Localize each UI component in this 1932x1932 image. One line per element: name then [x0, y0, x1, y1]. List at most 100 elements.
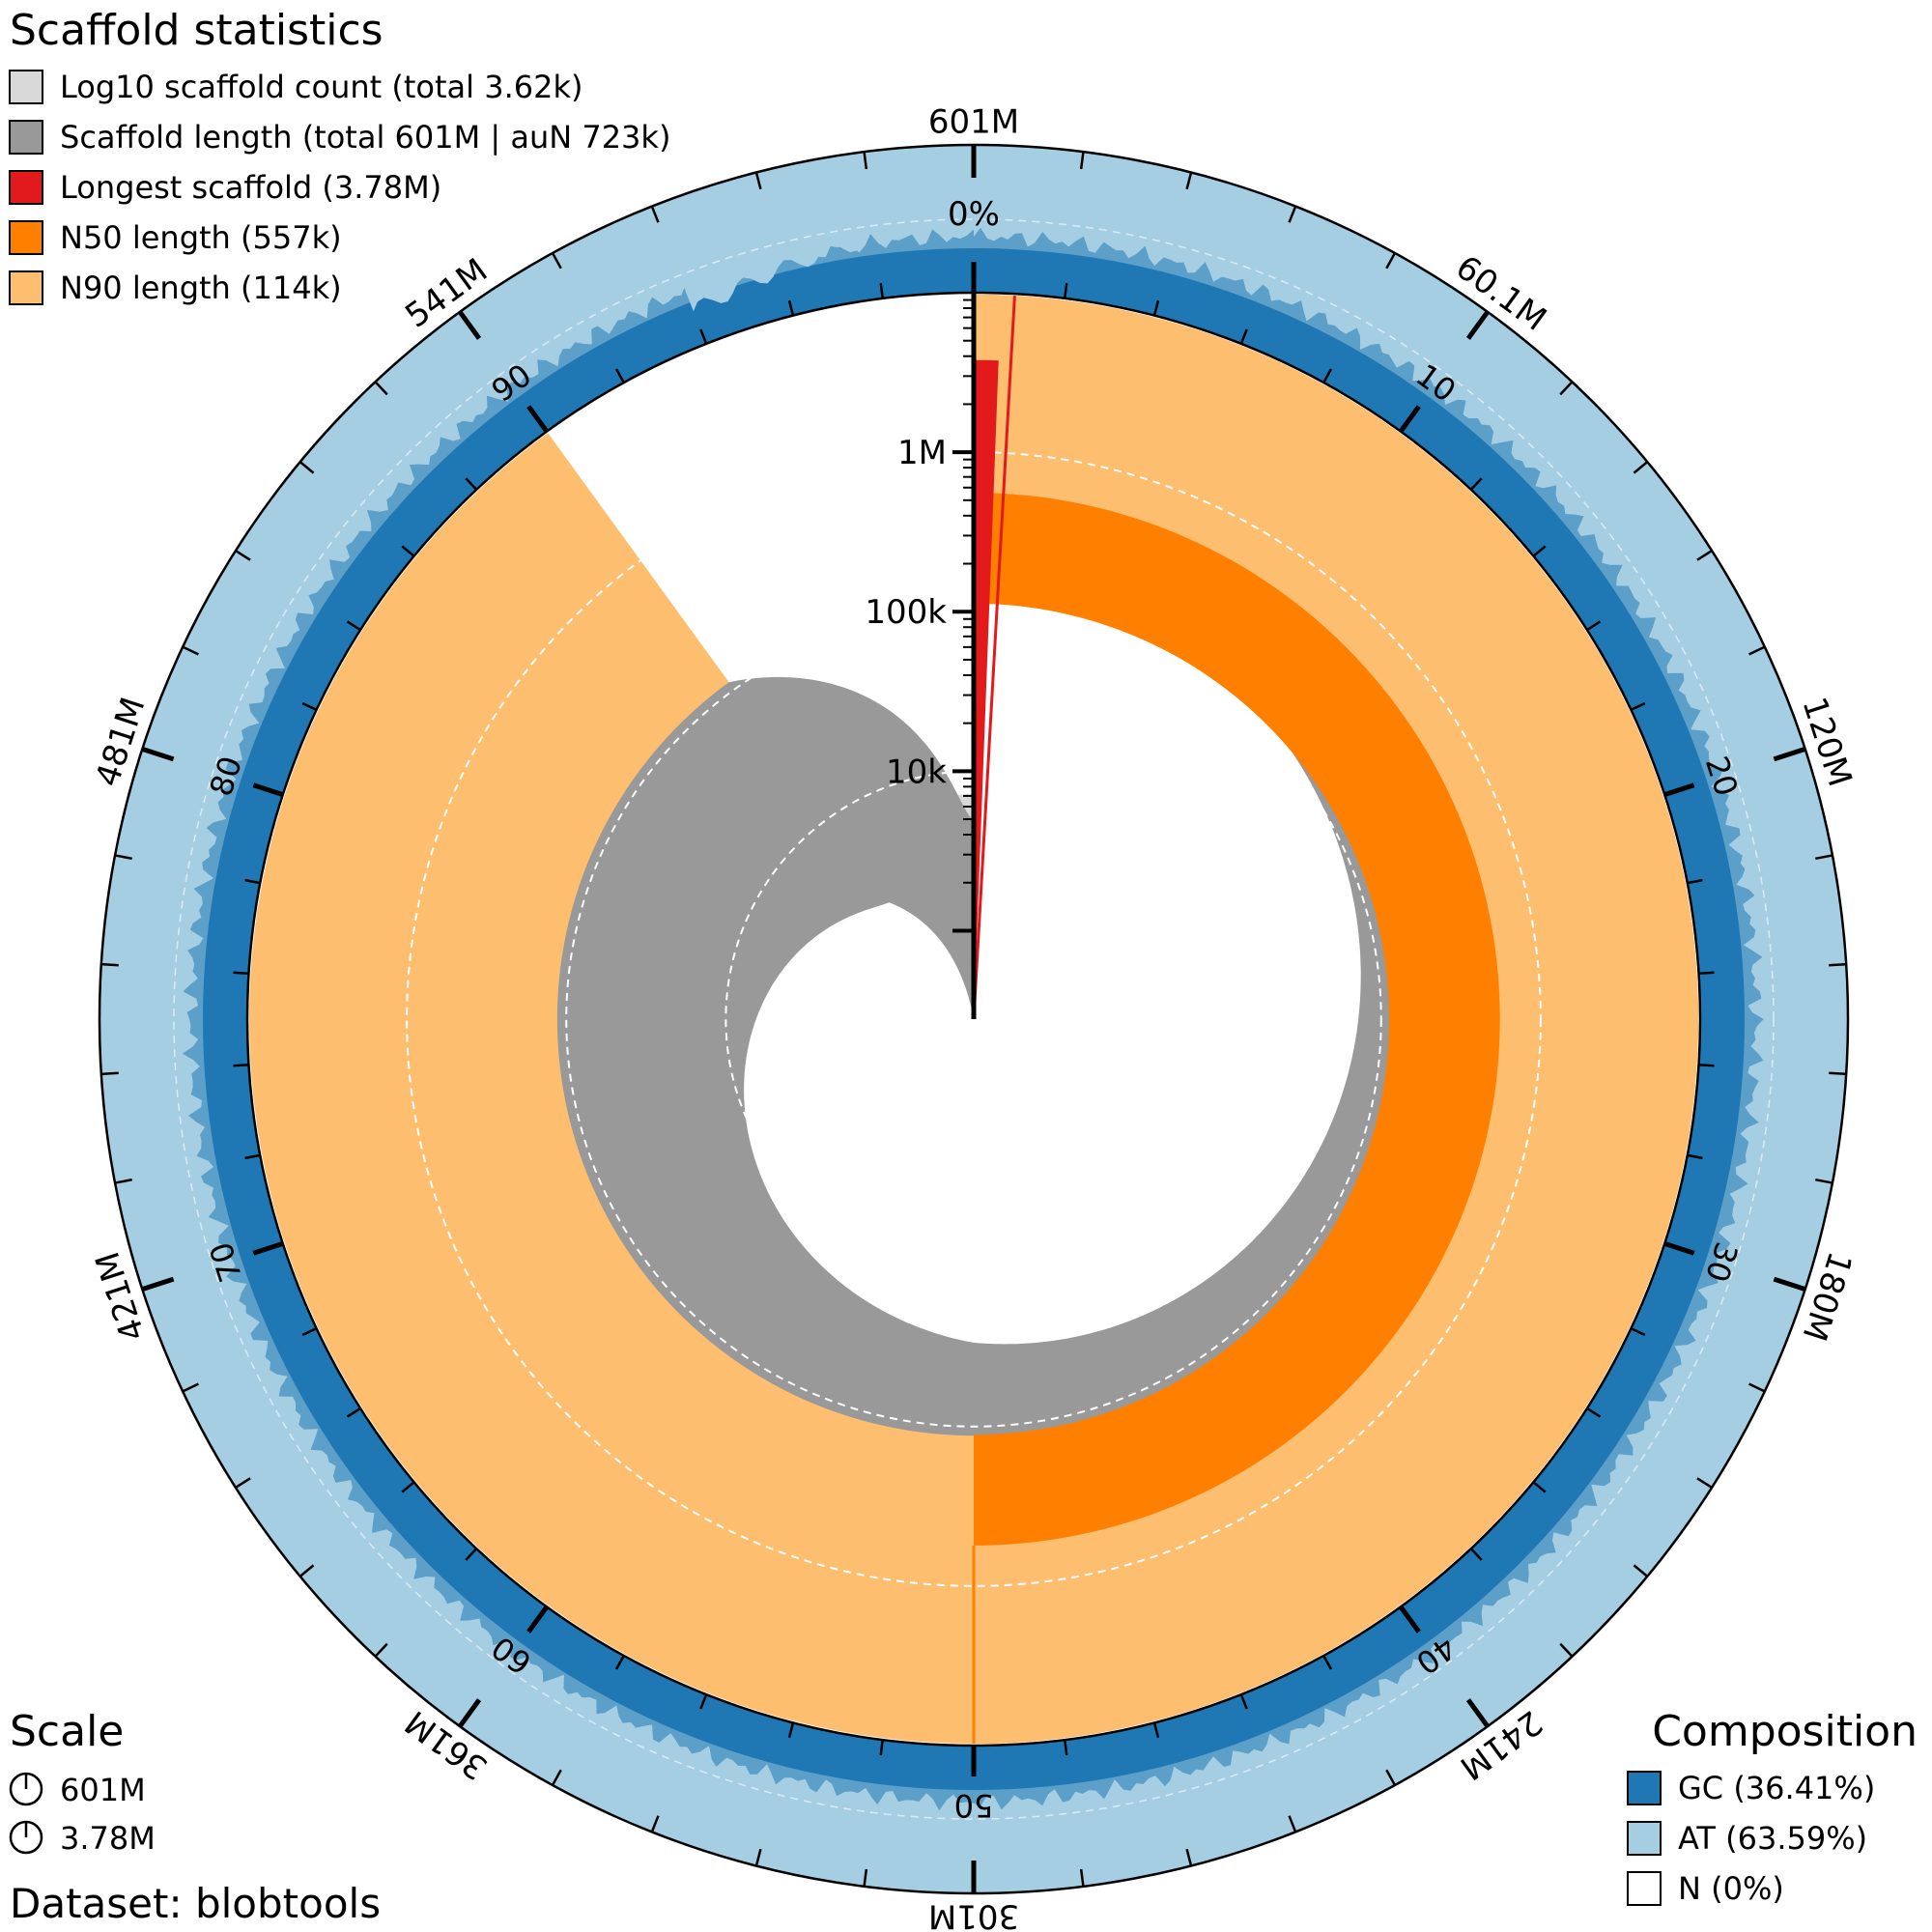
outer-tick: [551, 252, 562, 270]
stats-legend: Scaffold statistics Log10 scaffold count…: [9, 6, 670, 306]
outer-tick: [1385, 252, 1397, 270]
outer-tick: [182, 645, 199, 656]
outer-tick: [1633, 461, 1649, 474]
outer-tick: [1815, 1178, 1833, 1184]
outer-tick: [1829, 1071, 1847, 1076]
outer-tick: [863, 151, 868, 170]
inner-tick: [1152, 1722, 1160, 1739]
outer-tick: [298, 1564, 315, 1577]
scale-title: Scale: [10, 1707, 124, 1756]
legend-title: Scaffold statistics: [10, 6, 384, 55]
legend-swatch: [9, 120, 43, 155]
outer-tick: [1288, 206, 1297, 223]
inner-tick: [526, 1605, 550, 1634]
outer-tick: [1185, 172, 1193, 190]
inner-tick: [244, 878, 261, 885]
longest-wedge: [974, 359, 999, 1020]
inner-tick: [252, 1241, 284, 1256]
inner-tick: [401, 1481, 415, 1493]
inner-tick: [1532, 1481, 1547, 1493]
inner-tick: [465, 477, 478, 491]
composition-label: N (0%): [1678, 1870, 1784, 1907]
composition-swatch: [1627, 1821, 1662, 1856]
legend-items: Log10 scaffold count (total 3.62k) Scaffo…: [9, 69, 670, 306]
composition-tip: [679, 213, 974, 312]
composition-swatch: [1627, 1771, 1662, 1805]
outer-tick: [141, 1276, 175, 1293]
inner-tick: [465, 1548, 478, 1561]
longest-line: [972, 296, 1016, 1020]
inner-tick: [879, 1739, 884, 1756]
legend-swatch: [9, 70, 43, 104]
inner-tick: [401, 545, 415, 557]
outer-tick: [458, 1698, 482, 1728]
outer-tick: [235, 550, 251, 561]
inner-tick: [787, 1722, 795, 1739]
outer-tick: [374, 1642, 388, 1658]
inner-tick: [526, 405, 550, 434]
scale-item-2: 3.78M: [60, 1820, 156, 1857]
outer-tick: [374, 381, 388, 396]
legend-swatch: [9, 270, 43, 305]
legend-label: Longest scaffold (3.78M): [60, 169, 441, 206]
composition-label: GC (36.41%): [1678, 1770, 1875, 1806]
outer-tick: [114, 1178, 132, 1184]
outer-tick: [235, 1477, 251, 1489]
outer-tick: [1385, 1769, 1397, 1786]
outer-tick-label: 601M: [928, 103, 1019, 142]
outer-tick: [114, 854, 132, 861]
inner-tick: [1630, 701, 1646, 711]
outer-tick: [650, 206, 660, 223]
inner-tick: [699, 1693, 708, 1710]
outer-tick: [1079, 1868, 1085, 1888]
inner-tick: [1398, 405, 1421, 434]
inner-tick: [1064, 282, 1068, 299]
outer-tick: [458, 310, 482, 340]
inner-tick: [1663, 782, 1695, 797]
outer-tick: [1079, 151, 1085, 170]
outer-tick: [1185, 1848, 1193, 1866]
outer-tick: [1748, 1382, 1766, 1393]
legend-label: N90 length (114k): [60, 270, 342, 306]
outer-tick: [551, 1769, 562, 1786]
inner-tick: [252, 782, 284, 797]
outer-tick: [1465, 310, 1490, 340]
radial-tick-label: 100k: [865, 593, 947, 632]
inner-tick: [1469, 1548, 1483, 1561]
inner-tick: [233, 971, 249, 976]
n-layer: [248, 295, 1698, 1745]
longest-layer: [972, 296, 1016, 1744]
scaffold-length-inner: [744, 475, 1361, 1345]
inner-tick: [1698, 971, 1715, 976]
inner-tick: [879, 282, 884, 299]
legend-swatch: [9, 170, 43, 205]
inner-tick: [1152, 299, 1160, 316]
inner-tick: [614, 368, 625, 384]
outer-tick: [182, 1382, 199, 1393]
inner-tick: [614, 1655, 625, 1670]
inner-tick: [1064, 1739, 1068, 1756]
outer-tick: [1465, 1698, 1490, 1728]
outer-tick: [100, 1071, 119, 1076]
outer-tick: [1633, 1564, 1649, 1577]
outer-tick: [100, 962, 119, 967]
legend-label: Log10 scaffold count (total 3.62k): [60, 69, 582, 105]
inner-tick: [699, 328, 708, 345]
legend-swatch: [9, 220, 43, 255]
inner-tick: [301, 1327, 318, 1337]
inner-tick: [346, 1406, 361, 1418]
scale-item-1: 601M: [60, 1772, 146, 1808]
outer-tick: [1696, 1477, 1713, 1489]
outer-tick: [1559, 1642, 1574, 1658]
outer-tick: [1829, 962, 1847, 967]
composition-items: GC (36.41%) AT (63.59%) N (0%): [1627, 1770, 1875, 1907]
scale-legend: Scale 601M 3.78M Dataset: blobtools: [9, 1707, 381, 1927]
outer-tick: [1696, 550, 1713, 561]
length-grid-2: [565, 611, 1382, 1428]
inner-tick: [787, 299, 795, 316]
composition-grid: [173, 218, 1775, 1820]
inner-tick: [1239, 1693, 1248, 1710]
outer-tick: [1815, 854, 1833, 861]
inner-tick: [1469, 477, 1483, 491]
n50-core: [974, 493, 1500, 1546]
